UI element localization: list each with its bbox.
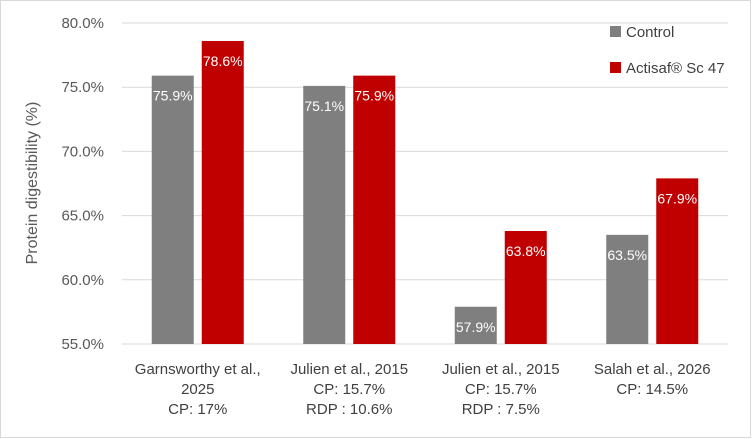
data-label: 63.8% xyxy=(506,243,546,259)
bar-control xyxy=(151,75,194,345)
legend: Control Actisaf® Sc 47 xyxy=(610,24,725,77)
legend-swatch xyxy=(610,26,621,37)
bar-actisaf xyxy=(656,178,699,344)
category-label: Julien et al., 2015 xyxy=(290,361,408,378)
data-label: 75.9% xyxy=(153,88,193,104)
bar-control xyxy=(303,85,346,344)
data-label: 63.5% xyxy=(607,247,647,263)
bars xyxy=(151,40,699,345)
y-tick-label: 60.0% xyxy=(61,272,104,289)
y-axis-ticks: 55.0% 60.0% 65.0% 70.0% 75.0% 80.0% xyxy=(61,15,104,353)
category-label: Julien et al., 2015 xyxy=(442,361,560,378)
category-label: CP: 15.7% xyxy=(465,381,537,398)
data-label: 75.9% xyxy=(354,88,394,104)
legend-label: Actisaf® Sc 47 xyxy=(626,60,725,77)
y-tick-label: 75.0% xyxy=(61,79,104,96)
bar-actisaf xyxy=(504,231,547,344)
category-label: CP: 14.5% xyxy=(616,381,688,398)
data-label: 78.6% xyxy=(203,53,243,69)
legend-label: Control xyxy=(626,24,674,41)
bar-control xyxy=(454,306,497,344)
x-axis-categories: Garnsworthy et al., 2025 CP: 17% Julien et … xyxy=(135,361,711,418)
data-labels: 75.9% 75.1% 57.9% 63.5% 78.6% 75.9% 63.8% 67.9% xyxy=(153,53,697,335)
data-label: 67.9% xyxy=(657,190,697,206)
category-label: RDP : 10.6% xyxy=(306,401,392,418)
bar-actisaf xyxy=(353,75,396,345)
bar-control xyxy=(606,234,649,344)
data-label: 75.1% xyxy=(304,98,344,114)
category-label: RDP : 7.5% xyxy=(462,401,540,418)
y-axis-label: Protein digestibility (%) xyxy=(24,102,41,265)
y-tick-label: 70.0% xyxy=(61,143,104,160)
legend-swatch xyxy=(610,62,621,73)
y-tick-label: 65.0% xyxy=(61,208,104,225)
y-tick-label: 80.0% xyxy=(61,15,104,32)
category-label: Salah et al., 2026 xyxy=(594,361,711,378)
category-label: 2025 xyxy=(181,381,214,398)
category-label: CP: 17% xyxy=(168,401,227,418)
category-label: CP: 15.7% xyxy=(313,381,385,398)
category-label: Garnsworthy et al., xyxy=(135,361,261,378)
data-label: 57.9% xyxy=(456,319,496,335)
bar-actisaf xyxy=(201,40,244,344)
y-tick-label: 55.0% xyxy=(61,336,104,353)
